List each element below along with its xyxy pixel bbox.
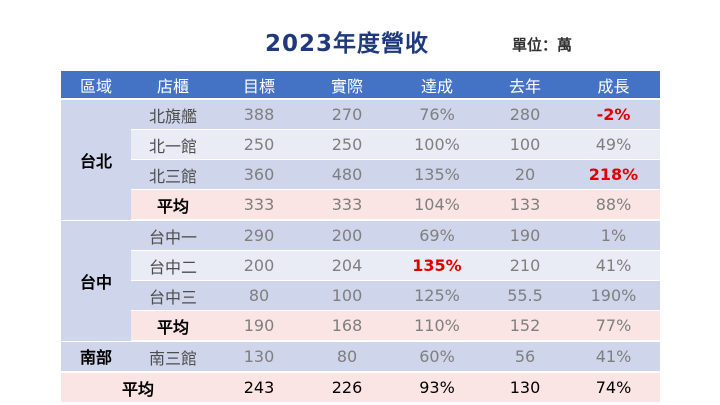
average-label: 平均: [131, 189, 215, 221]
growth-value: 190%: [567, 280, 660, 311]
actual-value: 100: [303, 280, 391, 311]
achievement-value: 76%: [391, 99, 483, 130]
actual-value: 333: [303, 189, 391, 221]
actual-value: 80: [303, 341, 391, 373]
growth-value: 218%: [567, 159, 660, 190]
achievement-value: 69%: [391, 220, 483, 251]
last-year-value: 55.5: [483, 280, 567, 311]
achievement-value: 110%: [391, 310, 483, 342]
header-store: 店櫃: [131, 71, 215, 100]
target-value: 130: [215, 341, 303, 373]
target-value: 290: [215, 220, 303, 251]
last-year-value: 152: [483, 310, 567, 342]
achievement-value: 135%: [391, 250, 483, 281]
region-taipei: 台北: [61, 99, 131, 221]
page-title: 2023年度營收: [265, 31, 430, 57]
achievement-value: 135%: [391, 159, 483, 190]
table-row: 台中 台中一 290 200 69% 190 1%: [61, 220, 660, 342]
growth-value: 41%: [567, 250, 660, 281]
store-name: 南三館: [131, 341, 215, 373]
table-row: 台中二 200 204 135% 210 41%: [61, 250, 660, 281]
achievement-value: 125%: [391, 280, 483, 311]
average-row: 平均 190 168 110% 152 77%: [61, 310, 660, 342]
last-year-value: 100: [483, 129, 567, 160]
actual-value: 200: [303, 220, 391, 251]
growth-value: 77%: [567, 310, 660, 342]
target-value: 250: [215, 129, 303, 160]
store-name: 台中三: [131, 280, 215, 311]
header-actual: 實際: [303, 71, 391, 100]
header-growth: 成長: [567, 71, 660, 100]
target-value: 360: [215, 159, 303, 190]
table-row: 南部 南三館 130 80 60% 56 41%: [61, 341, 660, 373]
store-name: 北三館: [131, 159, 215, 190]
region-taichung: 台中: [61, 220, 131, 342]
growth-value: 49%: [567, 129, 660, 160]
last-year-value: 56: [483, 341, 567, 373]
average-row: 平均 333 333 104% 133 88%: [61, 189, 660, 221]
last-year-value: 133: [483, 189, 567, 221]
header-last-year: 去年: [483, 71, 567, 100]
target-value: 80: [215, 280, 303, 311]
header-achievement: 達成: [391, 71, 483, 100]
last-year-value: 210: [483, 250, 567, 281]
actual-value: 226: [303, 372, 391, 403]
achievement-value: 60%: [391, 341, 483, 373]
growth-value: 74%: [567, 372, 660, 403]
achievement-value: 104%: [391, 189, 483, 221]
table-row: 北一館 250 250 100% 100 49%: [61, 129, 660, 160]
region-south: 南部: [61, 341, 131, 373]
store-name: 台中一: [131, 220, 215, 251]
unit-label: 單位：萬: [512, 36, 573, 54]
target-value: 243: [215, 372, 303, 403]
header-region: 區域: [61, 71, 131, 100]
table-row: 台中三 80 100 125% 55.5 190%: [61, 280, 660, 311]
achievement-value: 93%: [391, 372, 483, 403]
table-row: 台北 北旗艦 388 270 76% 280 -2%: [61, 99, 660, 221]
actual-value: 480: [303, 159, 391, 190]
achievement-value: 100%: [391, 129, 483, 160]
actual-value: 250: [303, 129, 391, 160]
store-name: 台中二: [131, 250, 215, 281]
target-value: 200: [215, 250, 303, 281]
average-label: 平均: [131, 310, 215, 342]
actual-value: 168: [303, 310, 391, 342]
grand-average-label: 平均: [61, 372, 215, 403]
actual-value: 204: [303, 250, 391, 281]
header-target: 目標: [215, 71, 303, 100]
target-value: 388: [215, 99, 303, 130]
last-year-value: 280: [483, 99, 567, 130]
revenue-table: 區域 店櫃 目標 實際 達成 去年 成長 台北 北旗艦 388 270 76% …: [61, 71, 660, 403]
store-name: 北旗艦: [131, 99, 215, 130]
last-year-value: 130: [483, 372, 567, 403]
target-value: 190: [215, 310, 303, 342]
grand-average-row: 平均 243 226 93% 130 74%: [61, 372, 660, 403]
growth-value: 88%: [567, 189, 660, 221]
store-name: 北一館: [131, 129, 215, 160]
actual-value: 270: [303, 99, 391, 130]
table-row: 北三館 360 480 135% 20 218%: [61, 159, 660, 190]
growth-value: -2%: [567, 99, 660, 130]
last-year-value: 190: [483, 220, 567, 251]
last-year-value: 20: [483, 159, 567, 190]
growth-value: 41%: [567, 341, 660, 373]
growth-value: 1%: [567, 220, 660, 251]
table-header-row: 區域 店櫃 目標 實際 達成 去年 成長: [61, 71, 660, 100]
target-value: 333: [215, 189, 303, 221]
